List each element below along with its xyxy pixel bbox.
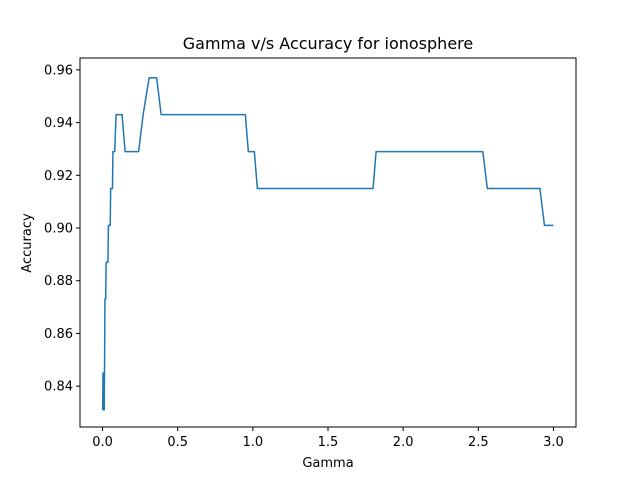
y-tick-label: 0.96: [44, 63, 73, 78]
x-tick-label: 0.5: [167, 435, 188, 450]
y-axis-label: Accuracy: [20, 213, 35, 273]
y-tick-label: 0.86: [44, 327, 73, 342]
x-tick-label: 3.0: [543, 435, 564, 450]
y-tick-label: 0.90: [44, 222, 73, 237]
x-axis-label: Gamma: [302, 456, 353, 471]
x-tick-label: 1.5: [318, 435, 339, 450]
y-tick-label: 0.94: [44, 116, 73, 131]
x-axis-ticks: 0.0 0.5 1.0 1.5 2.0 2.5 3.0: [92, 427, 564, 450]
y-tick-label: 0.88: [44, 274, 73, 289]
chart-title: Gamma v/s Accuracy for ionosphere: [183, 34, 473, 53]
y-axis-ticks: 0.84 0.86 0.88 0.90 0.92 0.94 0.96: [44, 63, 80, 395]
y-tick-label: 0.92: [44, 169, 73, 184]
x-tick-label: 2.0: [393, 435, 414, 450]
x-tick-label: 0.0: [92, 435, 113, 450]
y-tick-label: 0.84: [44, 380, 73, 395]
plot-area-frame: [79, 57, 577, 428]
x-tick-label: 2.5: [468, 435, 489, 450]
x-tick-label: 1.0: [243, 435, 264, 450]
accuracy-series-line: [101, 77, 554, 411]
